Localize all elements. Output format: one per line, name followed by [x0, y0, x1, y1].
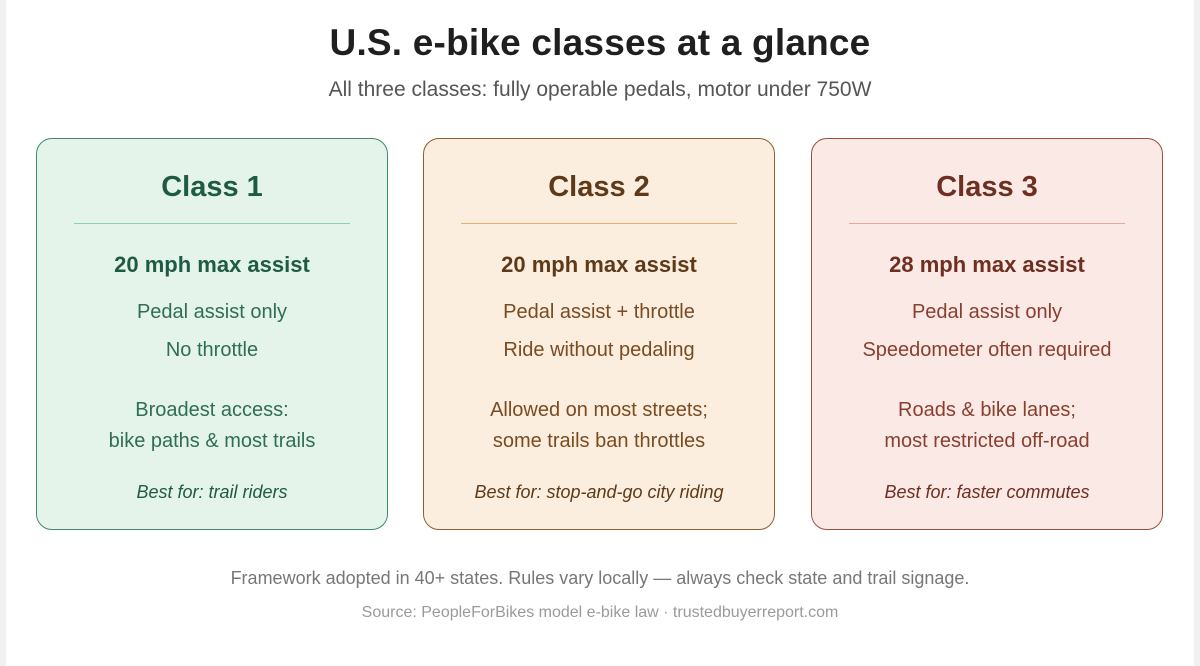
card-best-for: Best for: trail riders	[136, 482, 288, 502]
card-divider	[849, 223, 1125, 224]
class-1-card: Class 1 20 mph max assist Pedal assist o…	[36, 138, 388, 530]
card-title: Class 1	[161, 171, 263, 203]
page-subtitle: All three classes: fully operable pedals…	[328, 78, 872, 101]
page-title: U.S. e-bike classes at a glance	[329, 22, 871, 63]
source-credit: Source: PeopleForBikes model e-bike law …	[361, 604, 839, 621]
card-best-for: Best for: stop-and-go city riding	[474, 482, 724, 502]
card-access-line-1: Roads & bike lanes;	[898, 399, 1076, 421]
card-access-line-2: bike paths & most trails	[108, 430, 316, 452]
card-throttle-note: Ride without pedaling	[503, 339, 695, 361]
class-2-card: Class 2 20 mph max assist Pedal assist +…	[423, 138, 775, 530]
card-max-assist: 20 mph max assist	[114, 252, 310, 277]
card-divider	[74, 223, 350, 224]
footnote: Framework adopted in 40+ states. Rules v…	[230, 568, 970, 588]
card-access: Allowed on most streets; some trails ban…	[424, 395, 774, 457]
card-access-line-2: some trails ban throttles	[492, 430, 706, 452]
card-assist-type: Pedal assist only	[136, 301, 288, 323]
class-3-card: Class 3 28 mph max assist Pedal assist o…	[811, 138, 1163, 530]
card-max-assist: 28 mph max assist	[889, 252, 1085, 277]
card-access: Roads & bike lanes; most restricted off-…	[812, 395, 1162, 457]
card-divider	[461, 223, 737, 224]
card-access-line-2: most restricted off-road	[884, 430, 1090, 452]
card-title: Class 2	[548, 171, 650, 203]
card-access-line-1: Allowed on most streets;	[490, 399, 708, 421]
card-access-line-1: Broadest access:	[135, 399, 289, 421]
card-assist-type: Pedal assist only	[911, 301, 1063, 323]
card-max-assist: 20 mph max assist	[501, 252, 697, 277]
card-assist-type: Pedal assist + throttle	[503, 301, 695, 323]
card-throttle-note: No throttle	[165, 339, 259, 361]
card-throttle-note: Speedometer often required	[862, 339, 1112, 361]
card-title: Class 3	[936, 171, 1038, 203]
card-access: Broadest access: bike paths & most trail…	[37, 395, 387, 457]
card-best-for: Best for: faster commutes	[884, 482, 1090, 502]
